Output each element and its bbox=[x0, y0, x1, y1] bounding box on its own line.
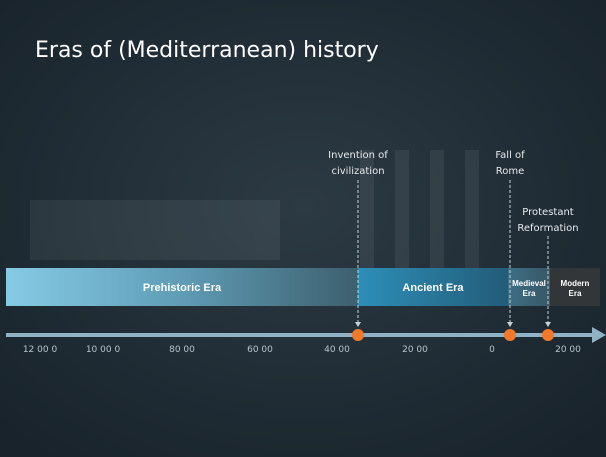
era-label: Prehistoric Era bbox=[143, 282, 222, 294]
tick-label: 20 00 bbox=[402, 345, 428, 355]
event-label: Fall of bbox=[495, 150, 525, 161]
tick-label: 12 00 0 bbox=[23, 345, 58, 355]
era-label: Medieval bbox=[512, 279, 546, 288]
event-dot bbox=[352, 329, 364, 341]
event-label: Invention of bbox=[328, 150, 388, 161]
era-label: Era bbox=[523, 289, 536, 298]
slide: Eras of (Mediterranean) history Prehisto… bbox=[0, 0, 606, 457]
era-label: Ancient Era bbox=[402, 282, 464, 294]
event-label: Protestant bbox=[522, 207, 574, 218]
event-dot bbox=[504, 329, 516, 341]
era-label: Modern bbox=[561, 279, 590, 288]
tick-label: 80 00 bbox=[169, 345, 195, 355]
event-label: Rome bbox=[496, 166, 525, 177]
tick-label: 0 bbox=[489, 345, 495, 355]
event-label: Reformation bbox=[517, 223, 578, 234]
tick-label: 20 00 bbox=[555, 345, 581, 355]
title: Eras of (Mediterranean) history bbox=[35, 38, 379, 63]
tick-label: 60 00 bbox=[247, 345, 273, 355]
event-dot bbox=[542, 329, 554, 341]
event-label: civilization bbox=[331, 166, 384, 177]
tick-label: 40 00 bbox=[324, 345, 350, 355]
era-label: Era bbox=[569, 289, 582, 298]
tick-label: 10 00 0 bbox=[86, 345, 121, 355]
